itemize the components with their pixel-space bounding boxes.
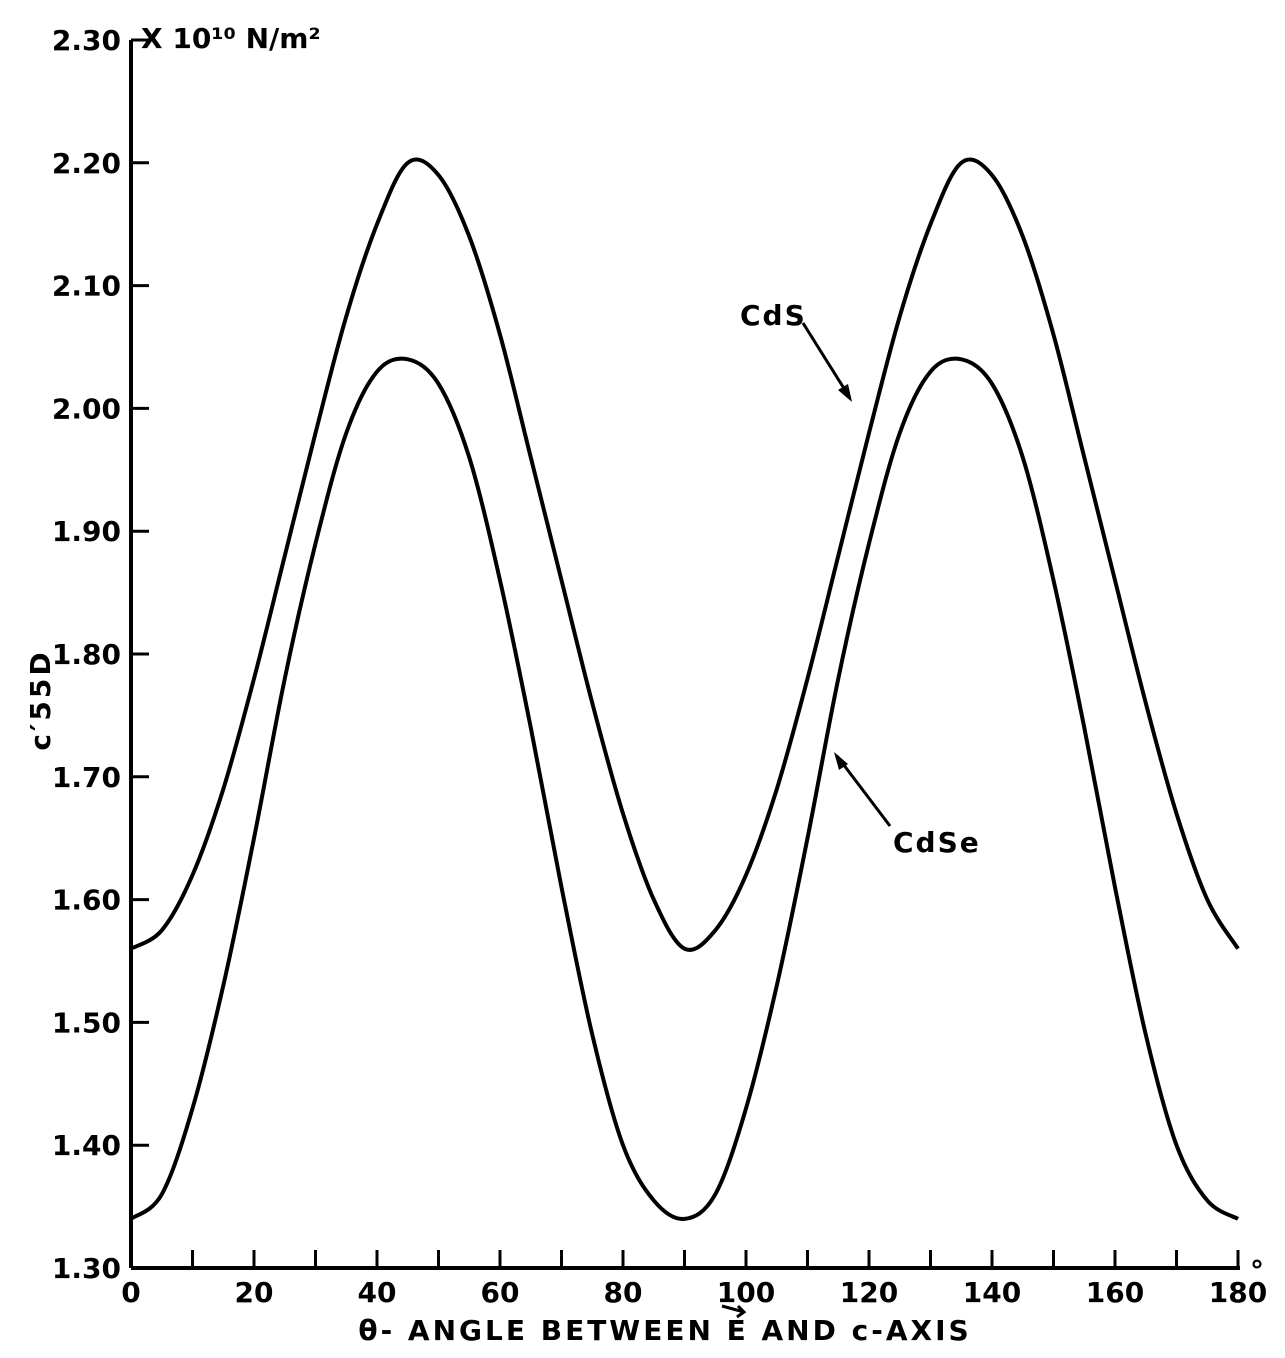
y-tick-label: 1.70 [52,761,121,794]
y-tick-label: 2.30 [52,24,121,57]
x-tick-label: 100 [717,1276,775,1309]
y-tick-label: 2.10 [52,270,121,303]
series-line-cdse [129,356,1240,1221]
y-tick-label: 1.90 [52,515,121,548]
y-tick-label: 2.00 [52,392,121,425]
y-tick-label: 1.80 [52,638,121,671]
x-tick-label: 60 [481,1276,520,1309]
series-label-cdse: CdSe [834,752,981,859]
cds-leader-arrowhead [838,384,852,402]
cds-leader-line [801,322,852,399]
x-tick-label: 80 [604,1276,643,1309]
y-ticks: 1.30 1.40 1.50 1.60 1.70 1.80 1.90 2.00 2.10 2.20… [52,24,149,1285]
x-unit-suffix: ° [1250,1254,1264,1287]
x-tick-label: 180 [1209,1276,1267,1309]
axes [129,40,1240,1270]
x-axis-title: θ- ANGLE BETWEEN E AND c-AXIS [358,1314,971,1347]
x-ticks: 0 20 40 60 80 100 120 140 160 180 [121,1250,1267,1309]
y-tick-label: 2.20 [52,147,121,180]
y-units-text: X 10¹⁰ N/m² [141,22,321,55]
x-tick-label: 160 [1086,1276,1144,1309]
x-tick-label: 40 [358,1276,397,1309]
y-tick-label: 1.30 [52,1252,121,1285]
y-units-label: X 10¹⁰ N/m² [141,22,321,55]
x-tick-label: 140 [963,1276,1021,1309]
vector-arrow-icon [721,1304,747,1319]
y-tick-label: 1.60 [52,884,121,917]
series-label-cds: CdS [740,299,852,402]
y-axis-title: c′55D [24,649,57,750]
x-tick-label: 20 [235,1276,274,1309]
cdse-leader-arrowhead [834,752,848,770]
series-label-cds-text: CdS [740,299,807,332]
series-line-cds [129,157,1240,952]
y-tick-label: 1.40 [52,1129,121,1162]
series-layer [129,157,1240,1221]
series-label-cdse-text: CdSe [893,826,981,859]
x-tick-label: 0 [121,1276,140,1309]
cdse-leader-line [835,755,892,827]
x-tick-label: 120 [840,1276,898,1309]
y-tick-label: 1.50 [52,1006,121,1039]
